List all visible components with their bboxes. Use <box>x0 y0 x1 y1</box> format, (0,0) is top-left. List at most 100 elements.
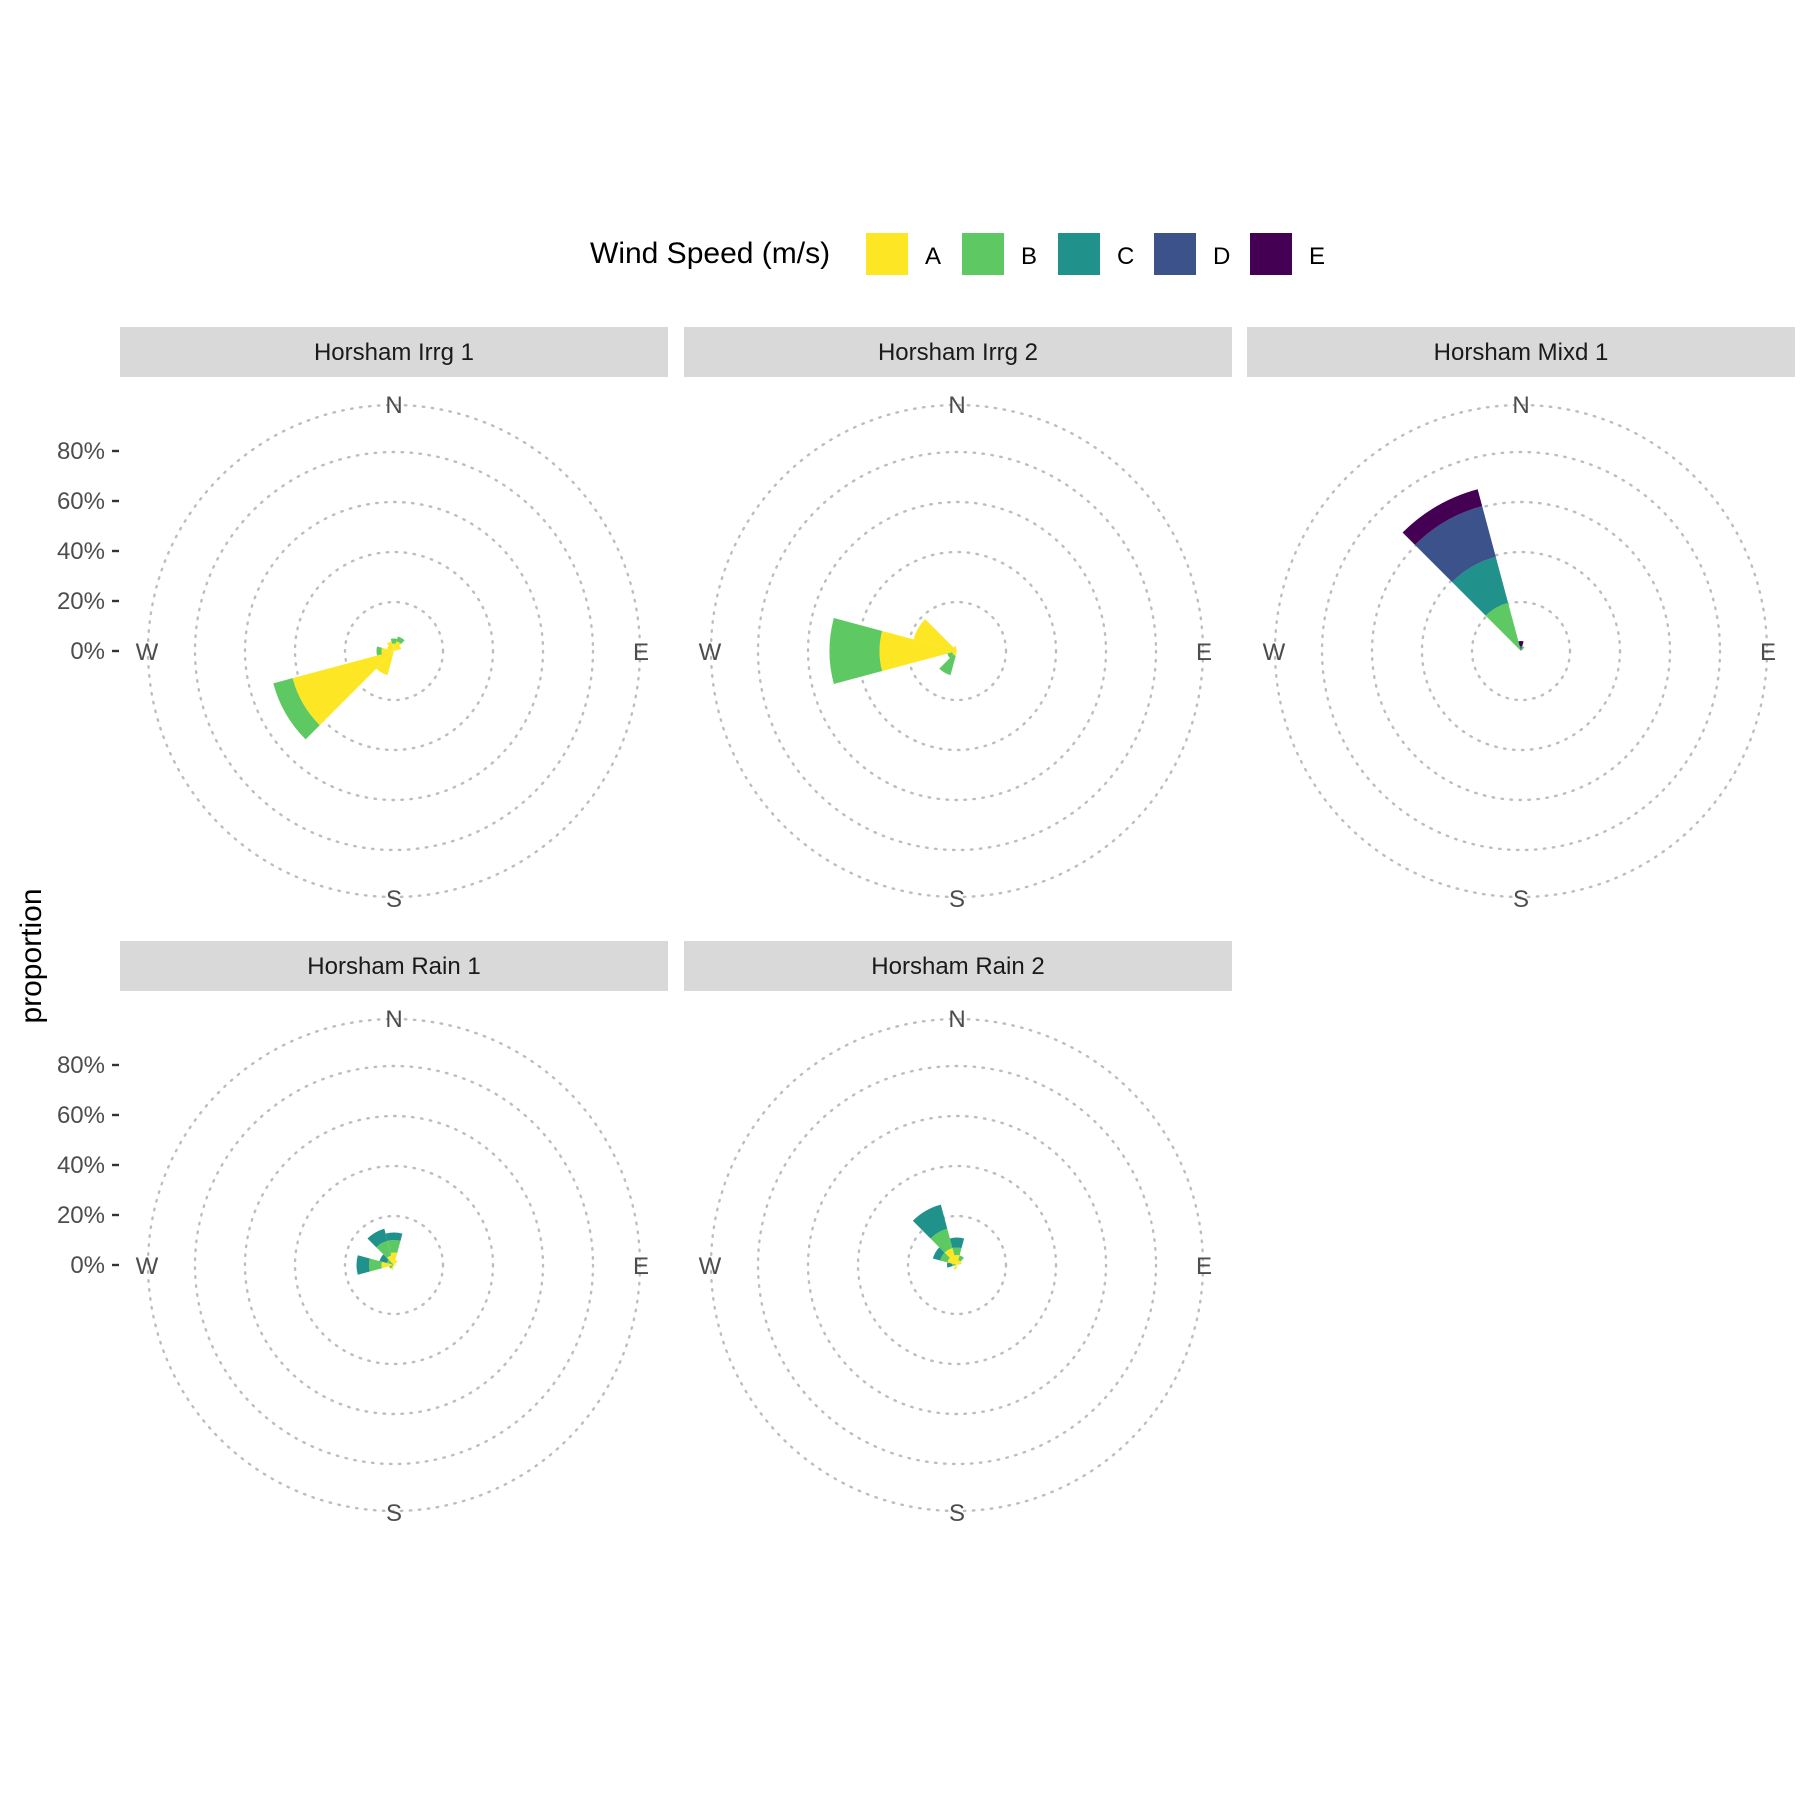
bar-segment-c-300 <box>379 1254 389 1264</box>
bar-segment-a-270 <box>381 647 394 655</box>
y-tick-label: 0% <box>70 638 105 665</box>
bar-segment-b-270 <box>829 618 883 684</box>
bar-segment-a-300 <box>913 619 957 651</box>
bar-segment-b-300 <box>940 1252 950 1263</box>
bar-segment-e-330 <box>1402 489 1483 545</box>
bar-segment-a-60 <box>394 645 402 651</box>
legend-key-b <box>962 233 1004 275</box>
compass-east: E <box>1760 639 1776 666</box>
panel-3: Horsham Mixd 1 N S E W <box>1247 327 1795 913</box>
bar-segment-c-330 <box>912 1204 948 1239</box>
grid-ring <box>856 550 1058 752</box>
bar-segment-a-240 <box>292 651 394 726</box>
grid-ring <box>243 1114 545 1416</box>
bar-segment-a-330 <box>386 1255 394 1265</box>
bar-segment-a-300 <box>947 1257 957 1265</box>
facet-strip <box>120 327 668 377</box>
y-tick-label: 80% <box>57 1052 105 1079</box>
bar-segment-a-60 <box>957 1261 962 1265</box>
bar-segment-b-240 <box>389 1265 394 1269</box>
compass-west: W <box>699 1253 722 1280</box>
compass-south: S <box>1513 886 1529 913</box>
y-tick-label: 80% <box>57 438 105 465</box>
compass-west: W <box>136 1253 159 1280</box>
panel-2: Horsham Irrg 2 N S E W <box>684 327 1232 913</box>
bar-segment-b-270 <box>952 1263 957 1267</box>
y-tick-label: 40% <box>57 538 105 565</box>
facet-strip <box>1247 327 1795 377</box>
bar-segment-c-270 <box>946 1262 953 1268</box>
grid-ring <box>906 1214 1008 1316</box>
bar-segment-a-210 <box>953 651 957 656</box>
bar-segment-a-210 <box>376 651 394 676</box>
legend-label-e: E <box>1309 243 1325 270</box>
grid-ring <box>856 1164 1058 1366</box>
facet-strip <box>684 941 1232 991</box>
bar-segment-c-0 <box>949 1237 965 1249</box>
grid-ring <box>293 1164 495 1366</box>
bar-segment-a-0 <box>392 643 396 651</box>
bar-segment-d-0 <box>1519 646 1523 651</box>
grid-ring <box>806 500 1108 802</box>
compass-east: E <box>1196 639 1212 666</box>
grid-ring <box>193 1064 595 1466</box>
bar-segment-b-30 <box>396 636 405 644</box>
grid-ring <box>1420 550 1622 752</box>
bar-segment-b-0 <box>387 1239 401 1253</box>
bar-segment-a-90 <box>394 1264 397 1266</box>
compass-south: S <box>949 1500 965 1527</box>
compass-east: E <box>633 1253 649 1280</box>
bar-segment-a-30 <box>394 641 402 651</box>
bar-segment-b-0 <box>952 1247 962 1256</box>
bar-segment-b-30 <box>1521 646 1525 651</box>
compass-west: W <box>699 639 722 666</box>
bars <box>912 1204 965 1270</box>
facet-title: Horsham Irrg 1 <box>314 339 474 366</box>
compass-south: S <box>386 1500 402 1527</box>
grid-ring <box>1320 450 1722 852</box>
bar-segment-a-330 <box>386 641 394 651</box>
grid-ring <box>243 500 545 802</box>
panel-5: Horsham Rain 2 N S E W <box>684 941 1232 1527</box>
facet-title: Horsham Irrg 2 <box>878 339 1038 366</box>
grid-ring <box>343 600 445 702</box>
legend-label-c: C <box>1117 243 1134 270</box>
grid-ring <box>293 550 495 752</box>
bar-segment-c-330 <box>1452 556 1509 616</box>
y-tick-label: 40% <box>57 1152 105 1179</box>
facet-panels: Horsham Irrg 1 N S E W 0% 20% 40% 60% 80% Horsham … <box>57 327 1795 1527</box>
bar-segment-d-330 <box>1414 506 1496 583</box>
panel-4: Horsham Rain 1 N S E W 0% 20% 40% 60% 80% <box>57 941 668 1527</box>
compass-west: W <box>1263 639 1286 666</box>
y-tick-label: 60% <box>57 1102 105 1129</box>
facet-title: Horsham Rain 2 <box>871 953 1044 980</box>
bar-segment-a-270 <box>879 630 957 672</box>
legend-label-b: B <box>1021 243 1037 270</box>
grid-ring <box>146 403 642 899</box>
legend-label-d: D <box>1213 243 1230 270</box>
legend-key-d <box>1154 233 1196 275</box>
grid-ring <box>146 1017 642 1513</box>
bar-segment-a-270 <box>381 1261 394 1269</box>
bars <box>829 618 957 684</box>
bars <box>356 1228 403 1275</box>
bar-segment-b-270 <box>368 1258 382 1272</box>
compass-north: N <box>385 1006 402 1033</box>
grid-ring <box>756 1064 1158 1466</box>
compass-south: S <box>386 886 402 913</box>
compass-east: E <box>1196 1253 1212 1280</box>
grid-ring <box>1370 500 1672 802</box>
compass-north: N <box>948 392 965 419</box>
bar-segment-a-210 <box>390 1265 394 1270</box>
legend-key-a <box>866 233 908 275</box>
bar-segment-a-0 <box>390 1252 398 1265</box>
grid-ring <box>806 1114 1108 1416</box>
y-tick-label: 20% <box>57 588 105 615</box>
bar-segment-b-240 <box>273 678 320 740</box>
facet-strip <box>120 941 668 991</box>
y-tick-label: 60% <box>57 488 105 515</box>
legend-key-c <box>1058 233 1100 275</box>
compass-east: E <box>633 639 649 666</box>
grid-ring <box>1470 600 1572 702</box>
grid-ring <box>756 450 1158 852</box>
